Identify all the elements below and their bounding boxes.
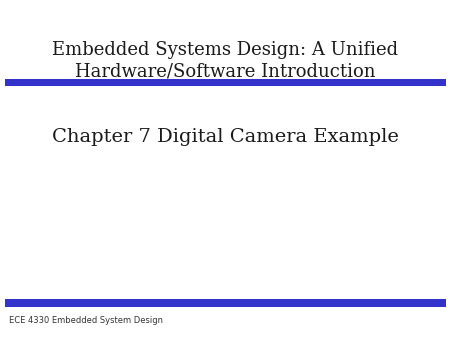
Text: Chapter 7 Digital Camera Example: Chapter 7 Digital Camera Example bbox=[52, 128, 398, 146]
Text: ECE 4330 Embedded System Design: ECE 4330 Embedded System Design bbox=[9, 316, 163, 325]
Bar bbox=[4, 79, 446, 86]
Text: Embedded Systems Design: A Unified
Hardware/Software Introduction: Embedded Systems Design: A Unified Hardw… bbox=[52, 41, 398, 81]
Bar bbox=[4, 299, 446, 307]
